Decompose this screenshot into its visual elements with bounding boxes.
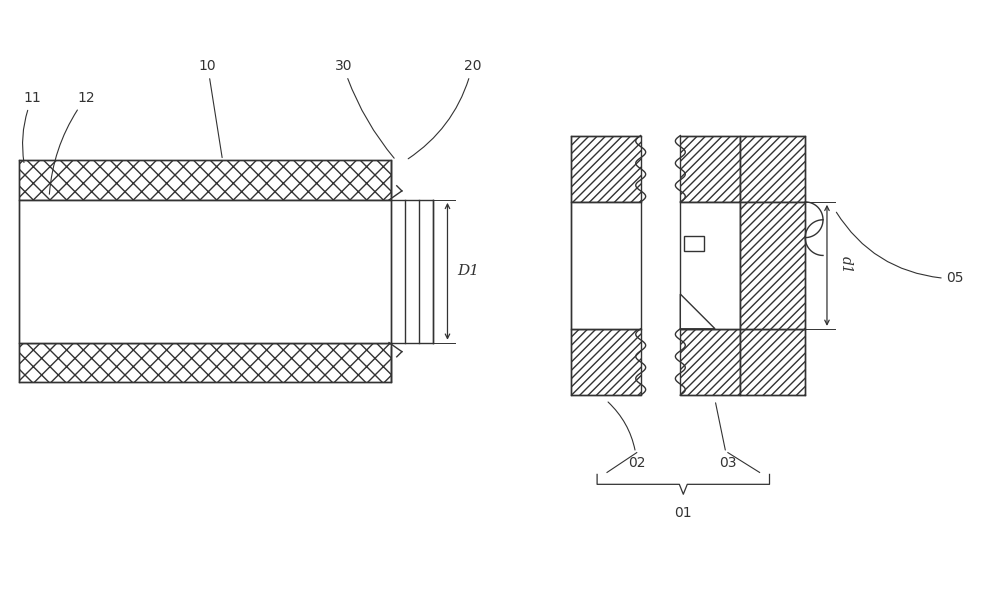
Text: 01: 01 [674, 506, 692, 520]
Text: 10: 10 [199, 59, 222, 158]
Polygon shape [684, 236, 704, 251]
Text: 12: 12 [49, 91, 95, 194]
Polygon shape [680, 294, 715, 329]
Text: 03: 03 [716, 403, 737, 470]
Polygon shape [571, 136, 641, 202]
Polygon shape [740, 329, 805, 395]
Polygon shape [680, 202, 740, 329]
Text: 30: 30 [335, 59, 394, 158]
Polygon shape [740, 202, 805, 329]
Polygon shape [680, 136, 740, 202]
Text: 20: 20 [408, 59, 481, 159]
Text: d1: d1 [839, 256, 853, 275]
Text: 11: 11 [23, 91, 41, 162]
Text: 05: 05 [946, 271, 963, 285]
Polygon shape [19, 200, 391, 342]
Polygon shape [19, 161, 391, 200]
Polygon shape [680, 329, 740, 395]
Text: 02: 02 [608, 402, 645, 470]
Text: D1: D1 [457, 264, 479, 278]
Polygon shape [740, 136, 805, 202]
Polygon shape [19, 342, 391, 382]
Polygon shape [571, 202, 641, 329]
Polygon shape [571, 329, 641, 395]
